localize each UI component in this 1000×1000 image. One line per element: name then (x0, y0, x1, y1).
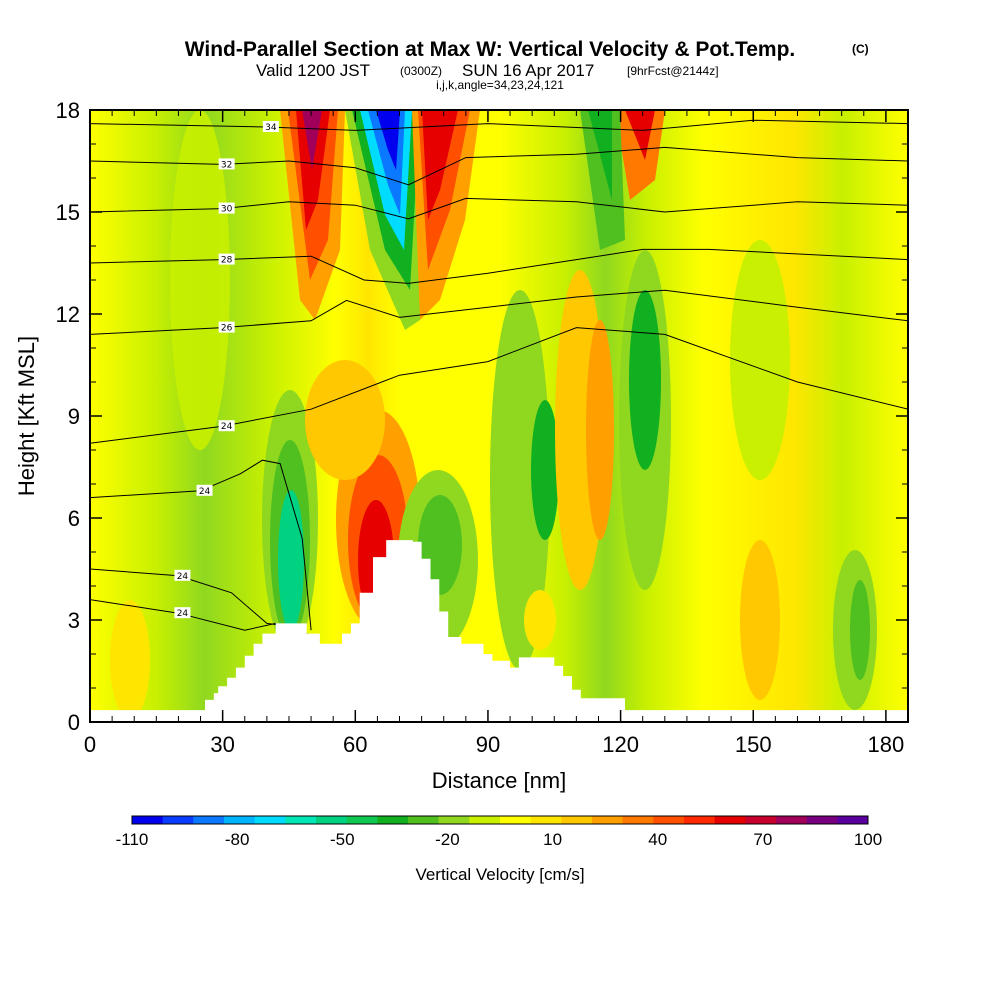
y-tick-label: 6 (68, 506, 80, 531)
y-tick-label: 12 (56, 302, 80, 327)
x-axis-label: Distance [nm] (432, 768, 567, 793)
isentrope-label: 24 (177, 609, 189, 619)
y-tick-label: 3 (68, 608, 80, 633)
x-tick-label: 120 (602, 732, 639, 757)
grid-indices: i,j,k,angle=34,23,24,121 (436, 78, 564, 92)
isentrope-line (90, 248, 908, 284)
isentrope-line (90, 197, 908, 220)
chart-title: Wind-Parallel Section at Max W: Vertical… (185, 38, 796, 61)
colorbar-tick-label: -20 (435, 830, 460, 849)
isentrope-label: 24 (221, 422, 233, 432)
colorbar-swatch (254, 816, 286, 824)
colorbar-swatch (346, 816, 378, 824)
isentrope-line (90, 289, 908, 335)
isentrope-label-bg (262, 121, 279, 132)
colorbar-swatch (132, 816, 163, 824)
terrain (90, 540, 908, 722)
valid-prefix: Valid 1200 JST (256, 61, 370, 80)
colorbar-frame (131, 815, 869, 825)
isentrope-label-bg (196, 484, 213, 496)
y-axis-label: Height [Kft MSL] (14, 336, 39, 496)
colorbar-swatch (162, 816, 194, 824)
colorbar-swatch (592, 816, 623, 824)
x-tick-label: 30 (210, 732, 234, 757)
colorbar-swatch (316, 816, 347, 824)
colorbar-label: Vertical Velocity [cm/s] (415, 865, 584, 884)
isentrope-label-bg (218, 202, 235, 214)
isentropes (90, 119, 908, 641)
colorbar (131, 815, 869, 825)
colorbar-tick-label: 70 (753, 830, 772, 849)
colorbar-swatch (684, 816, 715, 824)
isentrope-label-bg (218, 420, 235, 432)
x-tick-label: 180 (868, 732, 905, 757)
valid-date: SUN 16 Apr 2017 (462, 61, 594, 80)
plot-area: 24 24 24 24 26 28 30 32 34 (90, 110, 908, 722)
isentrope-label-bg (218, 253, 235, 265)
colorbar-swatch (653, 816, 685, 824)
colorbar-swatch (285, 816, 317, 824)
colorbar-tick-label: -50 (330, 830, 355, 849)
colorbar-tick-labels: -110 -80 -50 -20 10 40 70 100 (116, 830, 883, 849)
colorbar-swatch (438, 816, 470, 824)
colorbar-tick-label: -80 (225, 830, 250, 849)
velocity-field-features (110, 110, 877, 720)
y-tick-label: 15 (56, 200, 80, 225)
x-tick-label: 150 (735, 732, 772, 757)
colorbar-swatch (622, 816, 654, 824)
isentrope-label-bg (174, 607, 191, 619)
isentrope-label-bg (218, 158, 235, 170)
colorbar-swatch (530, 816, 562, 824)
isentrope-labels: 24 24 24 24 26 28 30 32 34 (174, 121, 279, 619)
isentrope-label: 28 (221, 256, 233, 266)
x-tick-label: 0 (84, 732, 96, 757)
y-axis-ticks: 0 3 6 9 12 15 18 (56, 98, 908, 735)
colorbar-swatch (837, 816, 869, 824)
colorbar-swatch (776, 816, 807, 824)
y-tick-label: 0 (68, 710, 80, 735)
isentrope-label: 24 (177, 572, 189, 582)
isentrope-label: 26 (221, 324, 233, 334)
colorbar-tick-label: 40 (648, 830, 667, 849)
colorbar-swatch (193, 816, 225, 824)
colorbar-swatch (377, 816, 409, 824)
colorbar-swatch (806, 816, 838, 824)
colorbar-swatch (745, 816, 777, 824)
y-tick-label: 9 (68, 404, 80, 429)
colorbar-tick-label: 100 (854, 830, 882, 849)
forecast-info: [9hrFcst@2144z] (627, 64, 719, 78)
isentrope-label: 24 (199, 487, 211, 497)
isentrope-label-bg (174, 569, 191, 581)
colorbar-swatch (224, 816, 255, 824)
isentrope-line (90, 327, 908, 444)
isentrope-label-bg (218, 321, 235, 333)
y-tick-label: 18 (56, 98, 80, 123)
x-axis-ticks: 0 30 60 90 120 150 180 (84, 110, 909, 757)
copyright-mark: (C) (852, 42, 869, 56)
isentrope-line (90, 599, 276, 631)
isentrope-label: 34 (265, 123, 277, 133)
x-tick-label: 60 (343, 732, 367, 757)
colorbar-swatch (714, 816, 746, 824)
chart-subtitle: Valid 1200 JST (0300Z) SUN 16 Apr 2017 [… (256, 61, 719, 80)
colorbar-swatch (469, 816, 501, 824)
colorbar-tick-label: -110 (116, 830, 149, 849)
colorbar-swatch (408, 816, 439, 824)
isentrope-label: 30 (221, 205, 233, 215)
colorbar-swatch (500, 816, 531, 824)
valid-utc: (0300Z) (400, 64, 442, 78)
x-tick-label: 90 (476, 732, 500, 757)
isentrope-label: 32 (221, 160, 232, 170)
isentrope-line (90, 146, 908, 186)
colorbar-swatch (561, 816, 593, 824)
colorbar-tick-label: 10 (543, 830, 562, 849)
